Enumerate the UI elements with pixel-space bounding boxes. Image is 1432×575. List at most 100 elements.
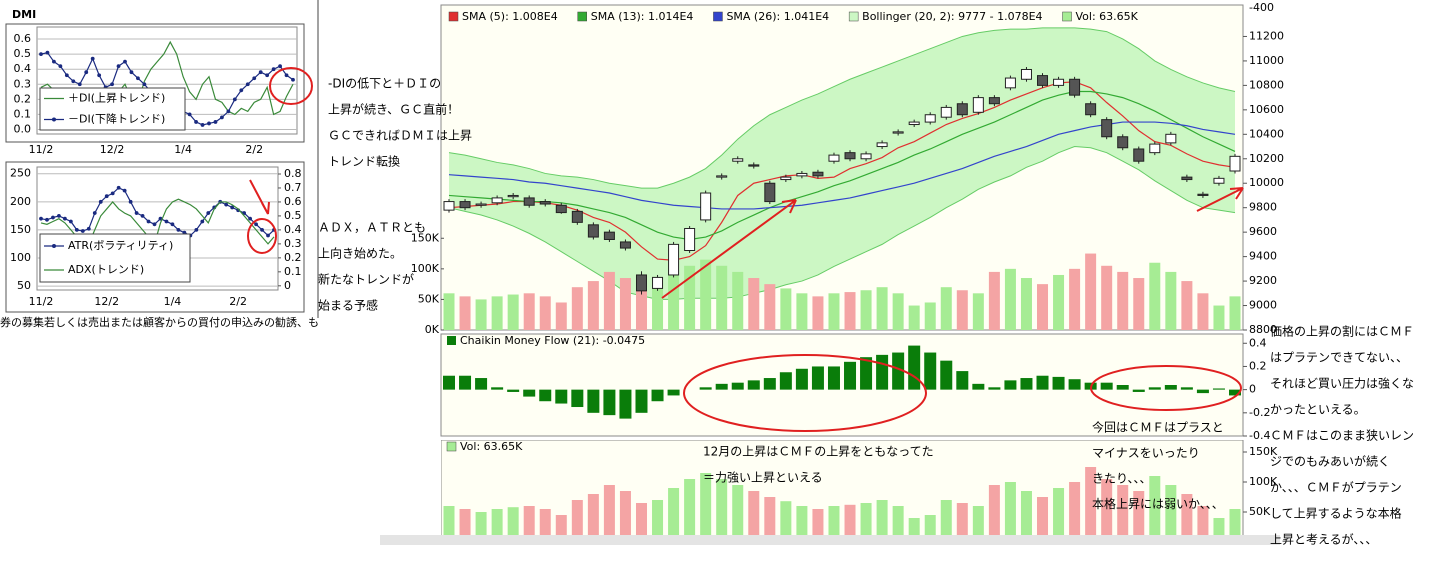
candle-body: [1133, 148, 1145, 162]
callout-circle: [247, 218, 277, 254]
axis-label: -400: [1249, 1, 1274, 14]
point: [58, 64, 63, 69]
cmf-bar: [876, 354, 889, 390]
candle-body: [491, 197, 503, 204]
cmf-bar: [908, 345, 921, 390]
annotation: マイナスをいったり: [1092, 446, 1200, 460]
candle-body: [796, 172, 808, 177]
legend-label: Bollinger (20, 2): 9777 - 1.078E4: [862, 10, 1042, 23]
volume-bar: [780, 288, 792, 330]
candle-body: [908, 121, 920, 126]
candle-body: [892, 131, 904, 134]
volume-bar: [892, 506, 904, 535]
y2-tick-label: 0.3: [284, 237, 302, 250]
volume-bar: [1085, 467, 1097, 535]
candle-body: [924, 114, 936, 123]
candle-body: [1213, 177, 1225, 184]
volume-bar: [1020, 278, 1032, 330]
annotation: 上昇が続き、ＧＣ直前！: [328, 102, 459, 117]
volume-bar: [764, 497, 776, 535]
candle-body: [619, 241, 631, 249]
annotation: 上昇と考えるが、、、: [1270, 532, 1377, 547]
point: [213, 120, 218, 124]
volume-bar: [603, 485, 615, 535]
point: [45, 50, 50, 55]
annotation: ＧＣできればＤＭＩは上昇: [328, 129, 472, 143]
candle-body: [1053, 78, 1065, 86]
cmf-bar: [651, 389, 664, 402]
volume-bar: [1069, 268, 1081, 330]
point: [207, 121, 211, 126]
point: [116, 64, 121, 69]
legend-swatch: [448, 11, 459, 22]
legend-swatch: [1062, 11, 1072, 22]
x-tick-label: 2/2: [229, 295, 247, 308]
legend-label: Vol: 63.65K: [1076, 10, 1139, 23]
volume-bar: [619, 491, 631, 535]
volume-bar: [828, 506, 840, 535]
cmf-bar: [1020, 378, 1033, 390]
chart-title: DMI: [12, 8, 36, 21]
cmf-bar: [892, 352, 905, 390]
candle-body: [684, 227, 696, 252]
plot-area: [440, 333, 1244, 437]
candle-body: [668, 243, 680, 276]
volume-bar: [844, 504, 856, 535]
annotation: それほど買い圧力は強くな: [1270, 377, 1414, 391]
price-tick-label: 9200: [1249, 274, 1277, 287]
point: [245, 82, 250, 87]
x-tick-label: 11/2: [29, 295, 54, 308]
cmf-bar: [491, 387, 504, 390]
y2-tick-label: 0.1: [284, 265, 302, 278]
candle-body: [748, 164, 760, 167]
candle-body: [523, 197, 535, 206]
volume-bar: [1149, 476, 1161, 535]
candle-body: [443, 201, 455, 211]
volume-bar: [1053, 274, 1065, 330]
volume-bar: [668, 488, 680, 535]
volume-bar: [523, 293, 535, 330]
volume-bar: [1020, 491, 1032, 535]
cmf-bar: [956, 371, 969, 390]
point: [164, 219, 169, 224]
volume-bar: [1197, 293, 1209, 330]
volume-tick-label: 50K: [418, 292, 440, 305]
volume-bar: [1004, 268, 1016, 330]
cmf-bar: [827, 366, 840, 390]
volume-bar: [988, 271, 1000, 330]
legend-box: [39, 233, 191, 283]
volume-bar: [1101, 479, 1113, 535]
volume-bar: [700, 259, 712, 330]
volume-bar: [988, 485, 1000, 535]
point: [146, 219, 151, 224]
candle-body: [475, 203, 487, 206]
volume-bar: [555, 515, 567, 535]
volume-bar: [924, 302, 936, 330]
price-tick-label: 10400: [1249, 127, 1284, 140]
annotation: 価格の上昇の割にはＣＭＦ: [1270, 324, 1414, 339]
candle-body: [732, 158, 744, 162]
y-tick-label: 0.2: [1249, 359, 1267, 372]
point: [77, 82, 82, 87]
volume-panel: [441, 440, 1244, 535]
annotation: 始まる予感: [318, 298, 378, 313]
y2-tick-label: 0.5: [284, 209, 302, 222]
candle-body: [1020, 68, 1032, 80]
volume-bar: [1165, 485, 1177, 535]
annotation: 上向き始めた。: [318, 246, 402, 261]
volume-bar: [1101, 265, 1113, 330]
volume-bar: [1229, 509, 1241, 535]
volume-bar: [443, 293, 455, 330]
point: [84, 70, 89, 75]
y-tick-label: 0.5: [14, 47, 32, 60]
volume-bar: [1117, 271, 1129, 330]
volume-bar: [716, 479, 728, 535]
point: [152, 222, 157, 227]
price-tick-label: 10000: [1249, 176, 1284, 189]
volume-bar: [844, 292, 856, 330]
cmf-bar: [844, 361, 857, 390]
y2-tick-label: 0: [284, 279, 291, 292]
point: [68, 219, 73, 224]
volume-bar: [684, 265, 696, 330]
cmf-bar: [587, 389, 600, 413]
